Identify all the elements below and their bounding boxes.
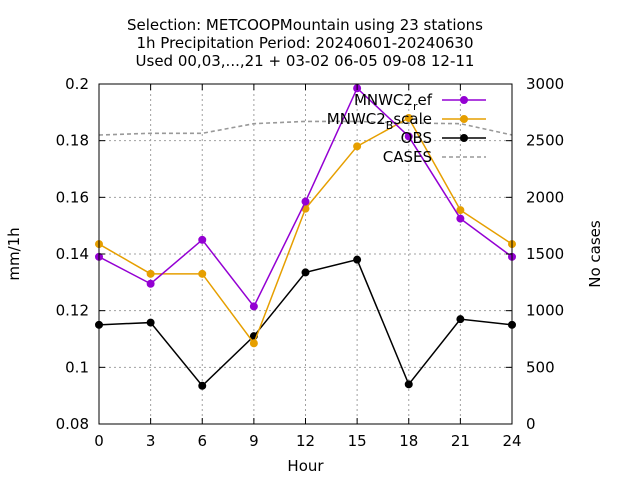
legend-label: MNWC2Bscale bbox=[327, 110, 432, 132]
data-point bbox=[460, 134, 468, 142]
x-tick-label: 9 bbox=[249, 432, 259, 450]
data-point bbox=[198, 235, 207, 244]
data-point bbox=[146, 318, 155, 327]
data-point bbox=[146, 279, 155, 288]
x-tick-label: 6 bbox=[197, 432, 207, 450]
legend-label: MNWC2ref bbox=[354, 91, 433, 113]
title-line: 1h Precipitation Period: 20240601-202406… bbox=[136, 34, 473, 52]
y-tick-label: 0.18 bbox=[56, 132, 89, 150]
y-tick-label: 0.08 bbox=[56, 415, 89, 433]
data-point bbox=[249, 339, 258, 348]
data-point bbox=[456, 206, 465, 215]
legend-entry: MNWC2Bscale bbox=[327, 110, 486, 132]
y2-tick-label: 1500 bbox=[526, 245, 564, 263]
x-tick-label: 24 bbox=[502, 432, 521, 450]
data-point bbox=[301, 268, 310, 277]
y-tick-label: 0.1 bbox=[65, 358, 89, 376]
series-line bbox=[98, 120, 513, 136]
x-tick-label: 0 bbox=[94, 432, 104, 450]
series-cases bbox=[98, 120, 513, 136]
legend-label-main: MNWC2 bbox=[354, 91, 413, 109]
grid bbox=[99, 84, 512, 424]
legend-entry: CASES bbox=[383, 148, 486, 166]
legend-label-sub: r bbox=[413, 100, 418, 113]
x-axis-label: Hour bbox=[287, 457, 324, 475]
data-point bbox=[353, 255, 362, 264]
axes: 0 3 6 9 12 15 18 21 24 0.08 0.1 0.12 0.14 0.16 0.18 0.2… bbox=[56, 75, 565, 450]
legend-label-main: MNWC2 bbox=[327, 110, 386, 128]
data-point bbox=[198, 269, 207, 278]
y2-tick-label: 0 bbox=[526, 415, 536, 433]
y2-tick-label: 2500 bbox=[526, 132, 564, 150]
y2-tick-label: 1000 bbox=[526, 302, 564, 320]
y-tick-label: 0.12 bbox=[56, 302, 89, 320]
legend-label-main: CASES bbox=[383, 148, 432, 166]
legend-label: CASES bbox=[383, 148, 432, 166]
series-area bbox=[95, 84, 516, 390]
x-tick-label: 18 bbox=[399, 432, 418, 450]
y-tick-label: 0.14 bbox=[56, 245, 89, 263]
data-point bbox=[404, 132, 413, 141]
data-point bbox=[146, 269, 155, 278]
data-point bbox=[301, 197, 310, 206]
data-point bbox=[353, 142, 362, 151]
data-point bbox=[456, 315, 465, 324]
data-point bbox=[460, 115, 468, 123]
data-point bbox=[456, 214, 465, 223]
legend-entry: OBS bbox=[401, 129, 486, 147]
legend-label-rest: ef bbox=[417, 91, 432, 109]
series-mnwc2-bscale bbox=[95, 114, 516, 348]
y-tick-label: 0.2 bbox=[65, 75, 89, 93]
series-mnwc2-ref bbox=[95, 84, 516, 311]
x-tick-label: 15 bbox=[348, 432, 367, 450]
x-tick-label: 21 bbox=[451, 432, 470, 450]
x-tick-label: 12 bbox=[296, 432, 315, 450]
legend-label-sub: B bbox=[386, 119, 394, 132]
y2-axis-label: No cases bbox=[586, 220, 604, 288]
legend-label: OBS bbox=[401, 129, 432, 147]
data-point bbox=[198, 381, 207, 390]
legend-label-rest: scale bbox=[393, 110, 432, 128]
y2-tick-label: 2000 bbox=[526, 188, 564, 206]
title-line: Selection: METCOOPMountain using 23 stat… bbox=[127, 16, 483, 34]
legend-entry: MNWC2ref bbox=[354, 91, 486, 113]
data-point bbox=[404, 380, 413, 389]
y-tick-label: 0.16 bbox=[56, 188, 89, 206]
y2-tick-label: 3000 bbox=[526, 75, 564, 93]
y-axis-label: mm/1h bbox=[5, 227, 23, 280]
legend-label-main: OBS bbox=[401, 129, 432, 147]
x-tick-label: 3 bbox=[146, 432, 156, 450]
series-obs bbox=[95, 255, 516, 390]
data-point bbox=[460, 96, 468, 104]
y2-tick-label: 500 bbox=[526, 358, 555, 376]
title-line: Used 00,03,...,21 + 03-02 06-05 09-08 12… bbox=[136, 52, 475, 70]
chart-title: Selection: METCOOPMountain using 23 stat… bbox=[127, 16, 483, 70]
data-point bbox=[404, 114, 413, 122]
data-point bbox=[249, 302, 258, 311]
